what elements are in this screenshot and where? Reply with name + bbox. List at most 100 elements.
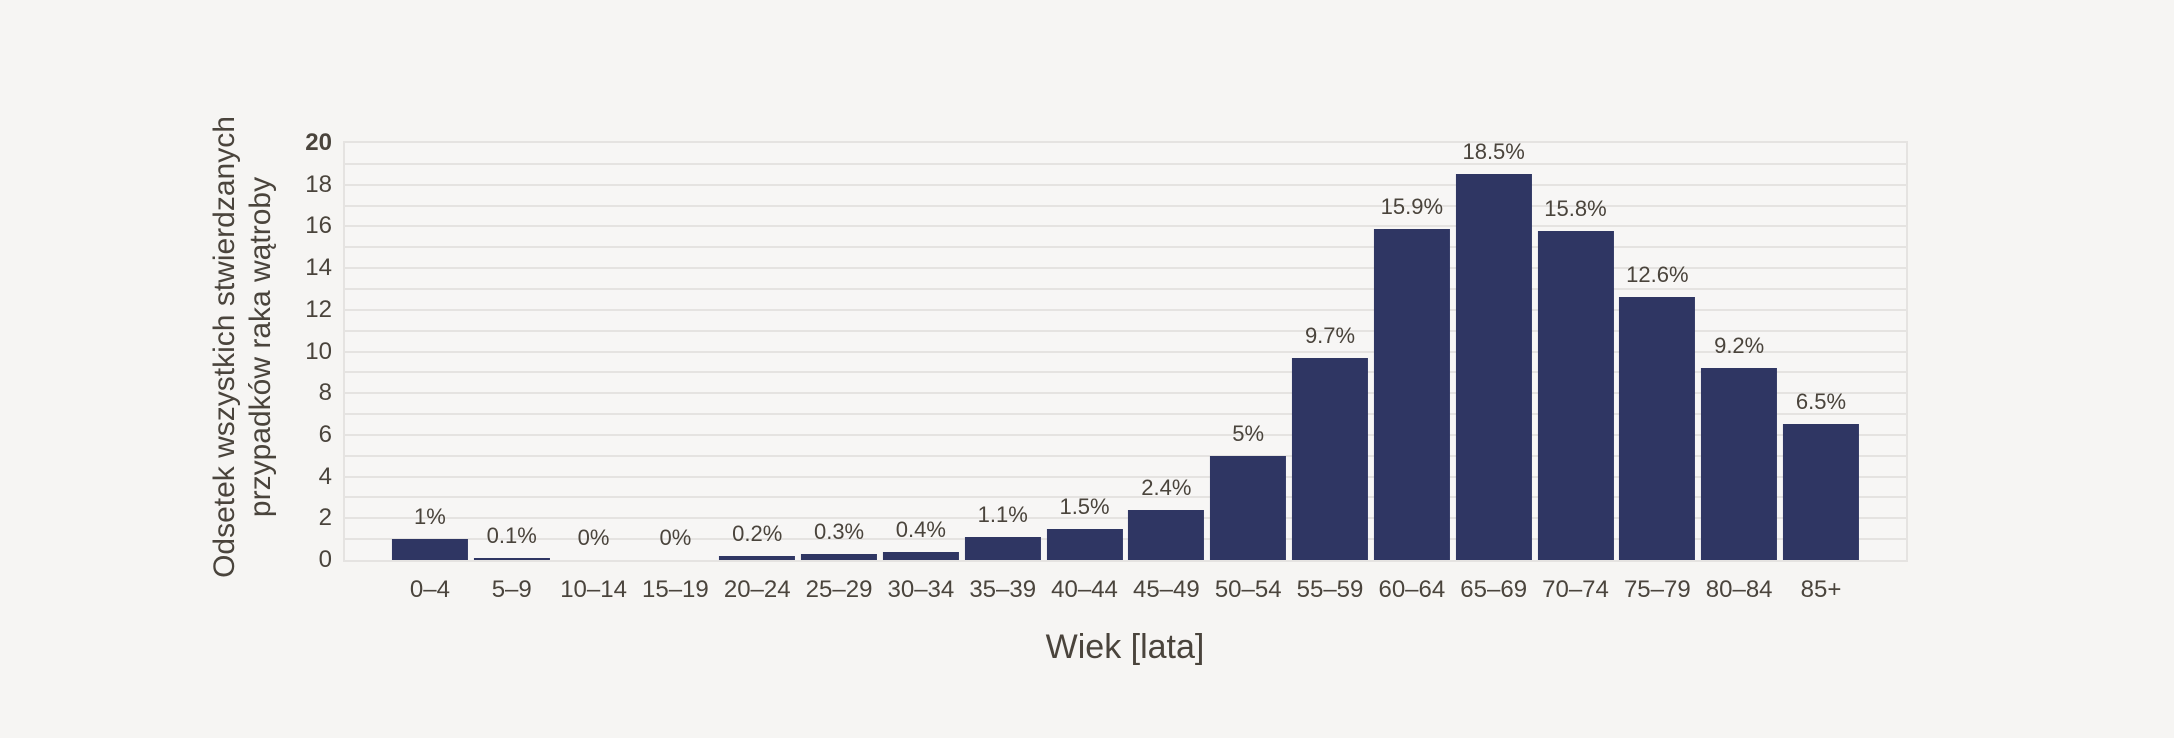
x-tick-label: 85+ <box>1800 576 1842 603</box>
bar-value-label: 6.5% <box>1795 389 1847 415</box>
x-tick-label: 20–24 <box>723 576 791 603</box>
x-tick-label: 40–44 <box>1051 576 1118 603</box>
gridline <box>345 162 1906 165</box>
bar-column: 1.5% 40–44 <box>1044 143 1126 603</box>
bar-value-label: 0.4% <box>895 516 946 542</box>
gridline <box>345 496 1906 499</box>
gridline <box>345 475 1906 478</box>
bar-value-label: 0% <box>659 525 692 550</box>
bar <box>1373 228 1450 560</box>
bar-value-label: 15.8% <box>1544 195 1607 221</box>
y-tick-label: 2 <box>318 504 332 532</box>
bar-column: 1.1% 35–39 <box>962 143 1044 603</box>
gridline <box>345 329 1906 332</box>
bar <box>1210 455 1287 560</box>
y-tick-label: 10 <box>305 337 332 365</box>
gridline <box>345 454 1906 457</box>
y-axis-title: Odsetek wszystkich stwierdzanych przypad… <box>207 116 279 578</box>
gridline <box>345 246 1906 249</box>
bar-column: 0.4% 30–34 <box>880 143 962 603</box>
x-tick-label: 35–39 <box>969 576 1037 603</box>
plot-area: 0 2 4 6 8 10 12 14 16 18 20 1% 0–4 0.1% 5–9 0% 10–14 0% 1… <box>305 129 1908 603</box>
y-tick-label: 14 <box>305 254 332 282</box>
x-tick-label: 0–4 <box>409 576 450 603</box>
gridline <box>345 308 1906 311</box>
gridline <box>345 517 1906 520</box>
bar-column: 5% 50–54 <box>1207 143 1289 603</box>
gridline <box>345 183 1906 186</box>
bar-column: 0.1% 5–9 <box>471 143 553 603</box>
bar-column: 6.5% 85+ <box>1780 143 1862 603</box>
x-tick-label: 55–59 <box>1296 576 1364 603</box>
y-tick-label: 12 <box>305 295 332 323</box>
x-tick-label: 30–34 <box>887 576 955 603</box>
bars-container: 1% 0–4 0.1% 5–9 0% 10–14 0% 15–19 0.2% 20–24 0.3% 2… <box>345 139 1906 603</box>
x-tick-label: 15–19 <box>642 576 709 603</box>
bar <box>1291 357 1369 560</box>
x-tick-label: 70–74 <box>1542 576 1609 603</box>
bar-column: 15.8% 70–74 <box>1535 143 1617 603</box>
bar <box>473 557 550 560</box>
bar-column: 1% 0–4 <box>389 143 471 603</box>
gridline <box>345 267 1906 270</box>
bar <box>1701 368 1778 560</box>
gridline <box>345 538 1906 541</box>
bar <box>391 539 468 560</box>
bar-column: 15.9% 60–64 <box>1371 143 1453 603</box>
bar-column: 9.2% 80–84 <box>1698 143 1780 603</box>
bar-column: 0.2% 20–24 <box>716 143 798 603</box>
bar-column: 9.7% 55–59 <box>1289 143 1371 603</box>
bar-value-label: 9.7% <box>1304 322 1356 348</box>
bar-value-label: 12.6% <box>1626 262 1689 288</box>
bar-column: 0% 10–14 <box>553 143 635 603</box>
bar-column: 12.6% 75–79 <box>1616 143 1698 603</box>
gridline <box>345 433 1906 436</box>
bar-value-label: 5% <box>1232 420 1265 446</box>
x-tick-label: 45–49 <box>1132 576 1200 603</box>
x-tick-label: 65–69 <box>1460 576 1528 603</box>
bar <box>801 553 878 560</box>
x-tick-label: 80–84 <box>1705 576 1773 603</box>
bar-value-label: 18.5% <box>1462 139 1525 165</box>
gridline <box>345 371 1906 374</box>
bar <box>1782 424 1860 560</box>
x-tick-label: 50–54 <box>1214 576 1282 603</box>
x-tick-label: 60–64 <box>1378 576 1446 603</box>
bar-value-label: 1% <box>414 504 446 530</box>
bar-column: 0% 15–19 <box>634 143 716 603</box>
bar-value-label: 0.2% <box>732 520 783 546</box>
x-axis-title: Wiek [lata] <box>1045 628 1205 666</box>
gridline <box>345 204 1906 207</box>
x-tick-label: 10–14 <box>560 576 627 603</box>
gridline <box>345 413 1906 416</box>
bar-column: 2.4% 45–49 <box>1125 143 1207 603</box>
bar <box>1128 509 1205 560</box>
x-tick-label: 75–79 <box>1623 576 1691 603</box>
gridline <box>345 350 1906 353</box>
bar-value-label: 0.1% <box>486 522 537 548</box>
bar <box>719 555 796 560</box>
y-tick-label: 18 <box>305 170 332 198</box>
bar <box>882 551 959 560</box>
y-tick-label: 8 <box>318 379 332 407</box>
bar-value-label: 0% <box>577 525 610 550</box>
bar-value-label: 2.4% <box>1141 474 1192 500</box>
bar-value-label: 1.1% <box>977 502 1028 528</box>
x-tick-label: 5–9 <box>491 576 532 603</box>
bar-value-label: 9.2% <box>1714 333 1765 359</box>
x-tick-label: 25–29 <box>805 576 873 603</box>
bar <box>1455 174 1532 560</box>
bar-column: 18.5% 65–69 <box>1453 139 1535 603</box>
bar <box>1537 230 1614 560</box>
y-axis-title-line-2: przypadków raka wątroby <box>244 176 277 518</box>
y-tick-label: 20 <box>305 129 332 156</box>
bar-value-label: 1.5% <box>1059 493 1110 519</box>
bar-value-label: 0.3% <box>813 518 865 544</box>
y-tick-label: 4 <box>318 462 332 490</box>
gridline <box>345 287 1906 290</box>
bar <box>964 537 1041 560</box>
y-axis-title-line-1: Odsetek wszystkich stwierdzanych <box>208 116 241 578</box>
y-tick-label: 0 <box>318 546 332 573</box>
bar <box>1046 528 1123 560</box>
